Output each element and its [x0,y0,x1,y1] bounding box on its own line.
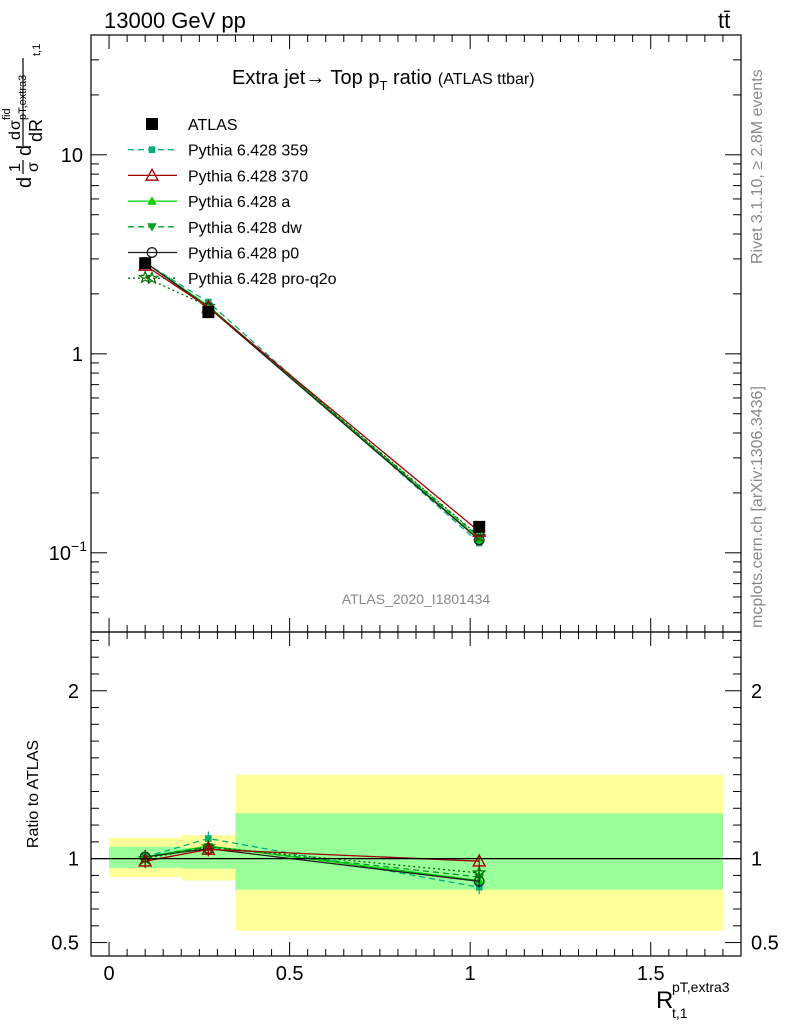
ratio-y-label: Ratio to ATLAS [25,740,42,848]
ratio-series-line [145,846,480,874]
legend-label: Pythia 6.428 p0 [188,246,299,263]
ylabel-sigma: σ [25,162,42,172]
main-y-label: d 1 σ d d σ fid pT,extra3 dR t,1 [1,44,46,188]
series-line [144,264,480,533]
ratio-y-tick-label-right: 0.5 [751,933,779,955]
x-tick-label: 1 [465,963,476,985]
legend-item-5: Pythia 6.428 p0 [128,246,299,263]
ratio-data-point [471,865,487,880]
legend-marker [147,196,157,205]
legend: ATLAS Pythia 6.428 359 Pythia 6.428 370 Pyt… [128,117,337,288]
ratio-bands [109,774,723,931]
ratio-panel: 2 2 1 1 0.5 0.5 0 0.5 1 1.5 Ratio to ATLAS R pT,e… [25,631,779,1021]
mcplots-label: mcplots.cern.ch [arXiv:1306.3436] [749,386,766,628]
legend-item-1: Pythia 6.428 359 [128,143,308,160]
legend-marker [144,168,160,181]
legend-marker [146,247,158,258]
title-sub: T [379,78,387,93]
legend-marker [147,223,157,232]
ratio-plot-area [137,831,487,895]
xlabel-sub: t,1 [672,1005,688,1021]
ylabel-d1: d [14,177,36,188]
data-point [202,306,215,319]
title-top: Top p [325,67,379,89]
legend-label: Pythia 6.428 359 [188,143,308,160]
main-y-tick-label-exponent: −1 [71,538,87,554]
data-point [139,257,152,270]
series-2 [138,258,487,537]
legend-label: Pythia 6.428 dw [188,220,302,237]
legend-label: Pythia 6.428 pro-q2o [188,271,337,288]
legend-label: ATLAS [188,117,238,134]
main-y-tick-label: 10 [61,145,83,167]
series-1 [141,259,483,547]
legend-item-6: Pythia 6.428 pro-q2o [128,270,337,288]
legend-marker [144,270,160,285]
x-tick-label: 1.5 [637,963,665,985]
title-arrow: → [305,67,325,89]
title-small: (ATLAS ttbar) [438,71,535,88]
ylabel-d3: d [7,131,24,140]
data-point [473,534,485,546]
series-line [144,262,480,544]
legend-label: Pythia 6.428 370 [188,168,308,185]
legend-label: Pythia 6.428 a [188,194,290,211]
x-axis-label: R [656,987,673,1014]
ratio-y-tick-label-right: 2 [751,681,762,703]
ylabel-one: 1 [7,163,24,172]
ylabel-d2: d [14,145,36,156]
ratio-tick-labels: 2 2 1 1 0.5 0.5 0 0.5 1 1.5 [51,681,779,985]
ratio-axis-ticks [90,632,742,956]
ratio-y-tick-label-left: 1 [68,849,79,871]
process-label: tt̄ [718,8,730,33]
chart-title: Extra jet→ Top pT ratio (ATLAS ttbar) [232,67,535,93]
main-plot-area [137,256,487,547]
ylabel-dr: dR [26,119,46,142]
main-y-tick-label: 10−1 [49,538,87,565]
xlabel-r: R [656,987,673,1014]
ratio-series-1 [138,842,487,869]
main-y-tick-label: 1 [72,344,83,366]
main-axis-ticks [90,34,742,633]
legend-marker [146,118,158,130]
legend-item-0: ATLAS [146,117,238,134]
data-point [137,269,153,284]
x-tick-label: 0 [103,963,114,985]
main-y-tick-label-base: 10 [49,543,71,565]
ylabel-sigmafid: σ [7,120,24,130]
x-tick-label: 0.5 [276,963,304,985]
legend-item-2: Pythia 6.428 370 [128,168,308,185]
series-line [144,276,480,537]
series-line [144,261,480,541]
title-ratio: ratio [387,67,431,89]
data-point [473,520,486,533]
xlabel-sup: pT,extra3 [672,979,730,995]
ylabel-t1: t,1 [31,44,43,56]
title-main: Extra jet [232,67,306,89]
analysis-id: ATLAS_2020_I1801434 [342,591,491,607]
ratio-data-point [472,853,487,867]
ratio-data-point [205,835,212,842]
legend-item-3: Pythia 6.428 a [128,194,290,211]
rivet-label: Rivet 3.1.10, ≥ 2.8M events [749,69,766,264]
legend-marker [148,146,156,153]
ylabel-fid: fid [1,108,13,120]
series-0 [139,257,486,533]
ratio-y-tick-label-left: 0.5 [51,933,79,955]
data-point [475,539,483,547]
energy-label: 13000 GeV pp [104,8,246,33]
ratio-y-tick-label-right: 1 [751,849,762,871]
ratio-data-point [138,853,153,867]
ratio-data-point [201,842,216,855]
ratio-y-tick-label-left: 2 [68,681,79,703]
legend-item-4: Pythia 6.428 dw [128,220,302,237]
